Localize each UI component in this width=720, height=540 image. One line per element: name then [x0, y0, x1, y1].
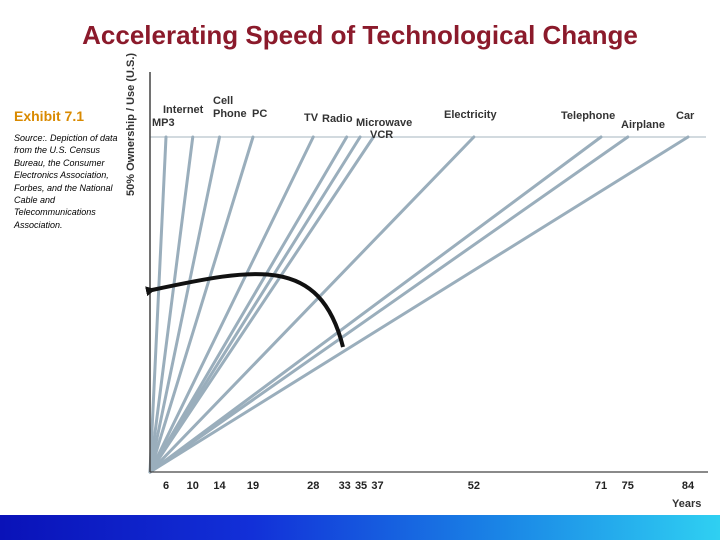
- x-axis-title: Years: [672, 498, 701, 510]
- series-line-car: [148, 135, 690, 474]
- series-line-cell-phone: [148, 135, 222, 474]
- x-tick-label-35: 35: [355, 480, 367, 492]
- series-label-cell-phone: Cell Phone: [213, 95, 247, 120]
- series-label-radio: Radio: [322, 113, 353, 125]
- x-tick-label-28: 28: [307, 480, 319, 492]
- speed-arrow: [145, 272, 345, 348]
- x-tick-label-10: 10: [187, 480, 199, 492]
- bottom-bar: [0, 515, 720, 540]
- x-tick-label-14: 14: [213, 480, 226, 492]
- exhibit-label: Exhibit 7.1: [14, 108, 85, 124]
- x-tick-label-37: 37: [371, 480, 383, 492]
- series-line-tv: [148, 135, 315, 474]
- chart-series: [148, 135, 690, 474]
- series-label-internet: Internet: [163, 104, 204, 116]
- series-line-vcr: [148, 135, 375, 474]
- x-tick-label-19: 19: [247, 480, 259, 492]
- x-tick-label-75: 75: [622, 480, 634, 492]
- chart-tick-labels: 6 10 14 19 28 33 35 37 52 71 75 84: [163, 480, 695, 492]
- x-tick-label-33: 33: [339, 480, 351, 492]
- series-label-pc: PC: [252, 108, 267, 120]
- x-tick-label-71: 71: [595, 480, 607, 492]
- series-line-mp3: [148, 135, 168, 474]
- series-label-vcr: VCR: [370, 129, 393, 141]
- series-line-microwave: [148, 135, 362, 474]
- series-label-mp3: MP3: [152, 117, 175, 129]
- series-label-electricity: Electricity: [444, 109, 497, 121]
- page-title: Accelerating Speed of Technological Chan…: [82, 20, 638, 50]
- series-label-microwave: Microwave: [356, 117, 412, 129]
- series-label-car: Car: [676, 110, 695, 122]
- series-line-electricity: [148, 135, 476, 474]
- series-label-telephone: Telephone: [561, 110, 615, 122]
- x-tick-label-6: 6: [163, 480, 169, 492]
- series-label-airplane: Airplane: [621, 119, 665, 131]
- series-line-internet: [148, 135, 195, 474]
- series-line-telephone: [148, 135, 603, 474]
- series-line-airplane: [148, 135, 630, 474]
- x-tick-label-52: 52: [468, 480, 480, 492]
- series-label-tv: TV: [304, 112, 319, 124]
- x-tick-label-84: 84: [682, 480, 695, 492]
- series-line-pc: [148, 135, 255, 474]
- y-axis-title: 50% Ownership / Use (U.S.): [125, 53, 137, 196]
- series-line-radio: [148, 135, 349, 474]
- chart-axes: [149, 72, 708, 473]
- source-note: Source:. Depiction of data from the U.S.…: [14, 133, 118, 230]
